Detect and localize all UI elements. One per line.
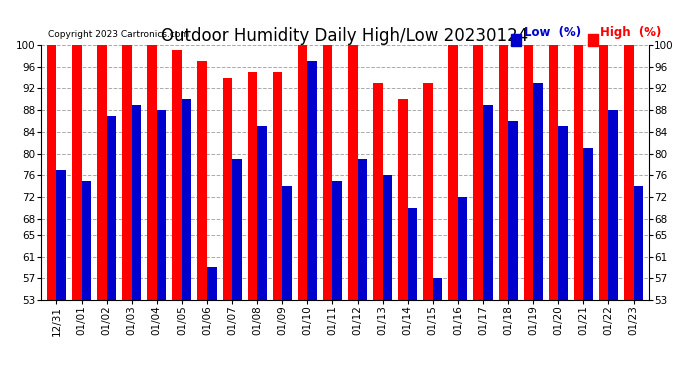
- Text: Copyright 2023 Cartronics.com: Copyright 2023 Cartronics.com: [48, 30, 190, 39]
- Bar: [433, 278, 442, 300]
- Bar: [232, 159, 241, 300]
- Bar: [499, 45, 508, 300]
- Bar: [307, 61, 317, 300]
- Bar: [207, 267, 217, 300]
- Bar: [458, 197, 467, 300]
- Bar: [147, 45, 157, 300]
- Bar: [323, 45, 333, 300]
- Bar: [273, 72, 282, 300]
- Bar: [533, 83, 543, 300]
- Bar: [57, 170, 66, 300]
- Bar: [483, 105, 493, 300]
- Bar: [97, 45, 107, 300]
- Bar: [373, 83, 383, 300]
- Title: Outdoor Humidity Daily High/Low 20230124: Outdoor Humidity Daily High/Low 20230124: [161, 27, 529, 45]
- Bar: [197, 61, 207, 300]
- Bar: [448, 45, 458, 300]
- Bar: [182, 99, 191, 300]
- Bar: [558, 126, 568, 300]
- Bar: [408, 208, 417, 300]
- Bar: [524, 45, 533, 300]
- Bar: [72, 45, 81, 300]
- Bar: [583, 148, 593, 300]
- Bar: [81, 181, 91, 300]
- Bar: [473, 45, 483, 300]
- Bar: [348, 45, 357, 300]
- Bar: [574, 45, 583, 300]
- Bar: [383, 175, 392, 300]
- Bar: [398, 99, 408, 300]
- Bar: [47, 45, 57, 300]
- Text: High  (%): High (%): [600, 26, 662, 39]
- Bar: [248, 72, 257, 300]
- Bar: [549, 45, 558, 300]
- Bar: [357, 159, 367, 300]
- Bar: [599, 45, 609, 300]
- Bar: [298, 45, 307, 300]
- Bar: [624, 45, 633, 300]
- Text: Low  (%): Low (%): [524, 26, 582, 39]
- Bar: [257, 126, 267, 300]
- Bar: [609, 110, 618, 300]
- Bar: [508, 121, 518, 300]
- Bar: [282, 186, 292, 300]
- Bar: [172, 50, 182, 300]
- Bar: [633, 186, 643, 300]
- Bar: [122, 45, 132, 300]
- Bar: [223, 78, 232, 300]
- Bar: [157, 110, 166, 300]
- Bar: [333, 181, 342, 300]
- Bar: [132, 105, 141, 300]
- Bar: [423, 83, 433, 300]
- Bar: [107, 116, 116, 300]
